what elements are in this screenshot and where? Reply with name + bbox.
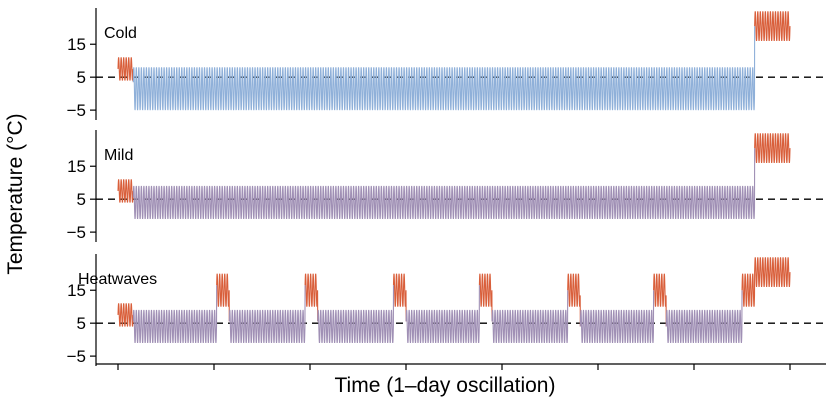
temperature-series: [132, 285, 218, 344]
panel-label: Heatwaves: [78, 271, 157, 288]
temperature-series: [405, 285, 480, 344]
temperature-series: [665, 290, 743, 344]
temperature-series: [117, 57, 134, 83]
temperature-series: [741, 257, 791, 307]
temperature-series: [754, 133, 791, 164]
y-tick-label: 5: [77, 190, 86, 209]
panel-cold: 15 5 −5 Cold: [67, 8, 826, 120]
y-tick-label: −5: [67, 347, 86, 366]
panel-mild: 15 5 −5 Mild: [67, 130, 826, 242]
temperature-series: [304, 273, 319, 322]
panels: 15 5 −5 Cold 15 5 −5 Mild 15 5 −5 Heatwaves: [67, 8, 826, 366]
x-axis-label: Time (1–day oscillation): [335, 374, 556, 397]
temperature-series: [132, 26, 756, 111]
temperature-series: [117, 303, 134, 327]
temperature-series: [567, 273, 581, 327]
panel-label: Cold: [104, 25, 137, 42]
temperature-series: [491, 290, 569, 344]
temperature-series: [132, 148, 756, 220]
y-tick-label: 15: [67, 157, 86, 176]
y-tick-label: 15: [67, 281, 86, 300]
x-axis: [96, 363, 826, 370]
temperature-series: [117, 179, 134, 203]
y-tick-label: 15: [67, 35, 86, 54]
y-tick-label: 5: [77, 314, 86, 333]
y-tick-label: −5: [67, 101, 86, 120]
y-tick-label: 5: [77, 68, 86, 87]
temperature-series: [216, 273, 230, 322]
temperature-series: [754, 11, 791, 42]
temperature-series: [317, 285, 395, 344]
y-tick-label: −5: [67, 223, 86, 242]
temperature-series: [228, 285, 306, 344]
panel-label: Mild: [104, 147, 133, 164]
temperature-series: [392, 273, 407, 322]
temperature-series: [653, 273, 667, 327]
temperature-series: [478, 273, 493, 322]
temperature-series: [579, 290, 655, 344]
y-axis-label: Temperature (°C): [4, 113, 27, 274]
panel-heatwaves: 15 5 −5 Heatwaves: [67, 254, 826, 366]
